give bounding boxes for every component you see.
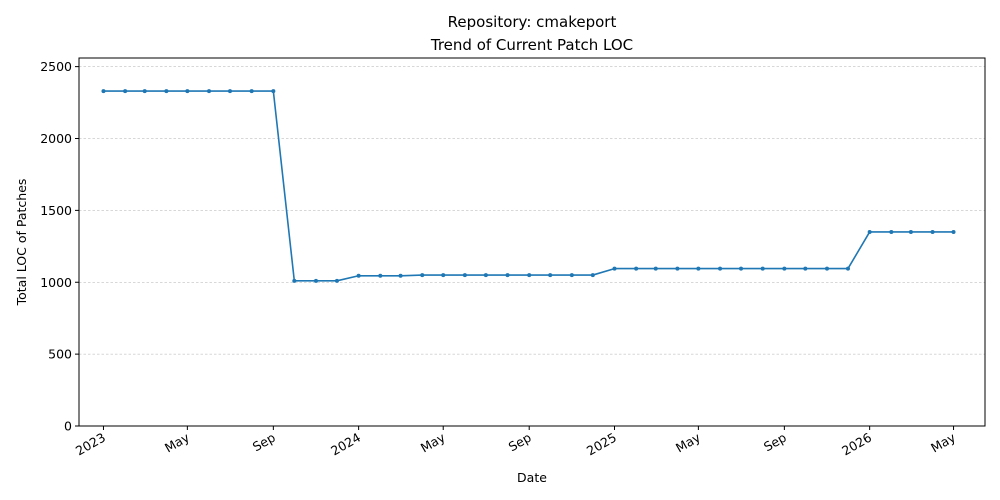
x-tick-label: Sep bbox=[250, 430, 278, 455]
data-point bbox=[398, 273, 403, 278]
data-point bbox=[378, 273, 383, 278]
y-tick-label: 1500 bbox=[40, 203, 72, 218]
data-point bbox=[207, 89, 212, 94]
data-point bbox=[164, 89, 169, 94]
data-point bbox=[356, 273, 361, 278]
data-point bbox=[634, 266, 639, 271]
data-point bbox=[739, 266, 744, 271]
x-tick-label: 2026 bbox=[839, 430, 874, 459]
data-point bbox=[505, 273, 510, 278]
data-point bbox=[845, 266, 850, 271]
x-tick-label: Sep bbox=[761, 430, 789, 455]
x-tick-label: May bbox=[162, 429, 192, 455]
data-point bbox=[653, 266, 658, 271]
data-point bbox=[185, 89, 190, 94]
data-point bbox=[590, 273, 595, 278]
data-point bbox=[271, 89, 276, 94]
y-tick-label: 0 bbox=[64, 419, 72, 434]
x-axis-label: Date bbox=[517, 470, 547, 485]
plot-frame bbox=[78, 57, 986, 427]
data-point bbox=[249, 89, 254, 94]
chart-subtitle: Trend of Current Patch LOC bbox=[430, 36, 633, 54]
data-point bbox=[441, 273, 446, 278]
x-tick-label: May bbox=[928, 429, 958, 455]
y-tick-label: 2000 bbox=[40, 131, 72, 146]
data-point bbox=[782, 266, 787, 271]
x-tick-label: Sep bbox=[506, 430, 534, 455]
y-axis-label: Total LOC of Patches bbox=[14, 179, 29, 307]
x-tick-label: May bbox=[673, 429, 703, 455]
x-tick-label: 2023 bbox=[73, 430, 108, 459]
data-point bbox=[696, 266, 701, 271]
data-point bbox=[313, 278, 318, 283]
data-point bbox=[718, 266, 723, 271]
data-point bbox=[930, 229, 935, 234]
data-point bbox=[803, 266, 808, 271]
data-point bbox=[569, 273, 574, 278]
data-point bbox=[612, 266, 617, 271]
data-point bbox=[760, 266, 765, 271]
data-point bbox=[483, 273, 488, 278]
data-point bbox=[334, 278, 339, 283]
data-point bbox=[548, 273, 553, 278]
data-point bbox=[228, 89, 232, 94]
chart-title: Repository: cmakeport bbox=[448, 13, 617, 31]
y-tick-label: 2500 bbox=[40, 59, 72, 74]
data-point bbox=[462, 273, 467, 278]
data-point bbox=[951, 229, 956, 234]
data-point bbox=[675, 266, 680, 271]
x-axis: 2023 May Sep 2024 May Sep 2025 May Sep 2026 May bbox=[73, 426, 959, 459]
y-axis: 0 500 1000 1500 2000 2500 bbox=[40, 59, 79, 434]
x-tick-label: 2025 bbox=[584, 430, 619, 459]
y-tick-label: 1000 bbox=[40, 275, 72, 290]
x-tick-label: May bbox=[418, 429, 448, 455]
data-point bbox=[292, 278, 297, 283]
data-point bbox=[101, 89, 106, 94]
series-line bbox=[103, 90, 954, 282]
series-layer bbox=[101, 89, 956, 283]
data-point bbox=[527, 273, 532, 278]
x-tick-label: 2024 bbox=[328, 430, 363, 459]
data-point bbox=[123, 89, 128, 94]
data-point bbox=[867, 229, 872, 234]
data-point bbox=[889, 229, 894, 234]
data-point bbox=[825, 266, 830, 271]
data-point bbox=[908, 229, 913, 234]
data-point bbox=[142, 89, 147, 94]
data-point bbox=[420, 273, 425, 278]
gridlines bbox=[79, 66, 985, 355]
y-tick-label: 500 bbox=[48, 347, 72, 362]
